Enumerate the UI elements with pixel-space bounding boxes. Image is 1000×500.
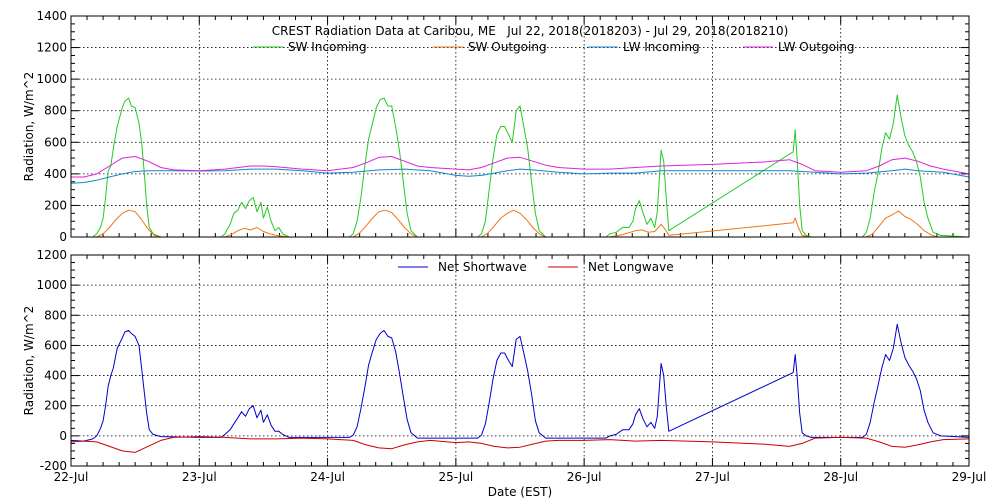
y-tick-label: 800 [44, 104, 67, 118]
y-tick-label: 400 [44, 369, 67, 383]
plot-frame [70, 254, 970, 467]
series-line-net-shortwave [70, 323, 970, 442]
y-tick-label: 1200 [36, 41, 67, 55]
legend-label: Net Longwave [588, 260, 674, 274]
y-tick-label: -200 [40, 459, 67, 473]
x-tick-label: 27-Jul [695, 470, 730, 484]
y-axis-label: Radiation, W/m^2 [22, 72, 36, 182]
y-axis-label: Radiation, W/m^2 [22, 306, 36, 416]
y-tick-label: 1000 [36, 278, 67, 292]
x-tick-label: 25-Jul [438, 470, 473, 484]
y-tick-label: 200 [44, 198, 67, 212]
series-line-lw-incoming [70, 168, 970, 184]
series-line-net-longwave [70, 436, 970, 453]
x-axis-label: Date (EST) [488, 485, 552, 499]
series-line-lw-outgoing [71, 156, 970, 178]
x-tick-label: 24-Jul [310, 470, 345, 484]
y-tick-label: 600 [44, 338, 67, 352]
y-tick-label: 1200 [36, 248, 67, 262]
y-tick-label: 600 [44, 135, 67, 149]
series-line-sw-incoming [71, 94, 970, 238]
x-tick-label: 23-Jul [182, 470, 217, 484]
y-tick-label: 1400 [36, 9, 67, 23]
series-line-sw-outgoing [71, 209, 969, 238]
legend-label: LW Incoming [623, 40, 700, 54]
y-tick-label: 0 [59, 429, 67, 443]
chart-title: CREST Radiation Data at Caribou, ME Jul … [272, 24, 789, 38]
top-panel: 0 200 400 600 800 1000 1200 1400 Radiation, W/m^… [22, 9, 970, 244]
x-tick-label: 29-Jul [952, 470, 987, 484]
bottom-panel: -200 0 200 400 600 800 1000 1200 Radiation, W/m^… [22, 248, 986, 499]
y-tick-label: 800 [44, 308, 67, 322]
legend-label: LW Outgoing [778, 40, 855, 54]
x-tick-label: 22-Jul [54, 470, 89, 484]
x-tick-label: 26-Jul [567, 470, 602, 484]
y-tick-label: 200 [44, 399, 67, 413]
legend-label: Net Shortwave [438, 260, 527, 274]
x-tick-label: 28-Jul [823, 470, 858, 484]
legend-label: SW Outgoing [468, 40, 547, 54]
y-tick-label: 1000 [36, 72, 67, 86]
y-tick-label: 400 [44, 167, 67, 181]
legend-label: SW Incoming [288, 40, 367, 54]
plot-frame [70, 15, 970, 238]
y-tick-label: 0 [59, 230, 67, 244]
